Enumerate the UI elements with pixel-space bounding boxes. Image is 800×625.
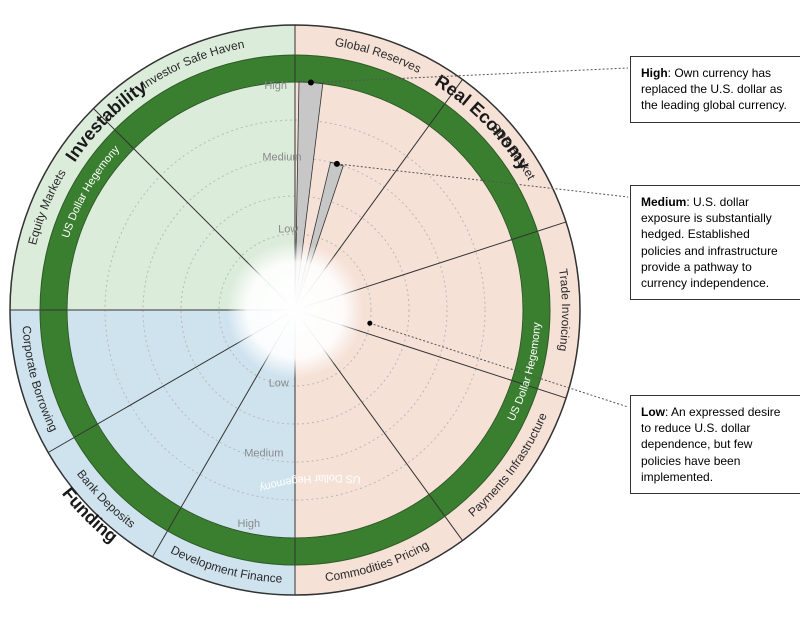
legend-title: Low bbox=[641, 405, 665, 419]
scale-label: High bbox=[264, 80, 287, 92]
legend-title: Medium bbox=[641, 195, 686, 209]
legend-text: : U.S. dollar exposure is substantially … bbox=[641, 195, 778, 290]
scale-label: Medium bbox=[262, 152, 301, 164]
scale-label: Medium bbox=[244, 448, 283, 460]
legend-medium: Medium: U.S. dollar exposure is substant… bbox=[630, 185, 800, 300]
scale-label: Low bbox=[269, 377, 289, 389]
scale-label: Low bbox=[278, 223, 298, 235]
legend-low: Low: An expressed desire to reduce U.S. … bbox=[630, 395, 800, 494]
legend-high: High: Own currency has replaced the U.S.… bbox=[630, 56, 800, 123]
legend-title: High bbox=[641, 66, 668, 80]
core-glow bbox=[227, 242, 364, 379]
scale-label: High bbox=[238, 518, 261, 530]
